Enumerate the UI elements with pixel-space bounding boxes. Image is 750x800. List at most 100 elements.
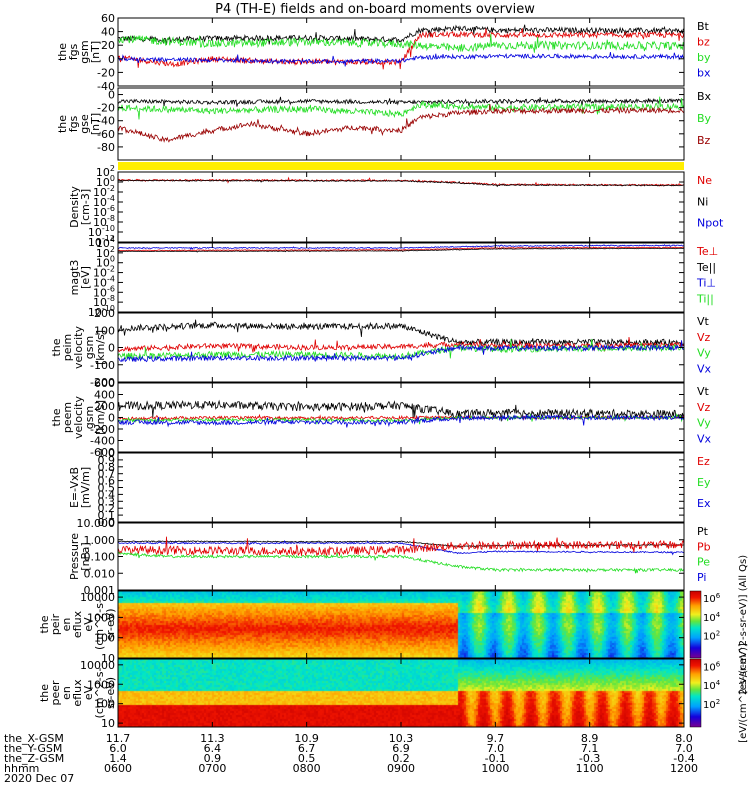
y-tick-label: 0.2 [98,502,116,515]
spectrogram-canvas [118,659,684,727]
legend-Vt: Vt [697,385,710,398]
quality-flag-bar [118,162,684,170]
panel-peem_velocity: -600-400-2000200400600thepeemvelocitygsm… [50,377,685,459]
series-line-Ne [117,176,685,187]
y-tick-label: -20 [97,102,115,115]
y-axis-label: [eV] [79,266,92,289]
axis-row-label: the_Y-GSM [4,742,62,755]
time-axis-value: 1000 [481,762,509,775]
legend-Npot: Npot [697,217,724,230]
colorbar-label: [eV/(cm^2-s-sr-eV)] [738,643,749,743]
y-axis-label: (cm^2-s- [93,668,106,719]
panel-pressure: 0.001 0.010 0.100 1.000 10.000 Pressure[nPa] [68,517,685,597]
y-tick-label: -40 [97,115,115,128]
time-axis-value: 6.4 [204,742,222,755]
y-axis-label: [km/s] [94,330,107,365]
time-axis-value: 1.4 [109,752,127,765]
legend-Ey: Ey [697,476,711,489]
series-line-Vx [117,414,685,428]
y-tick-label: 0 [108,89,115,102]
legend-Te⊥: Te⊥ [696,245,718,258]
y-tick-label: 0.010 [84,567,116,580]
time-axis-value: -0.1 [485,752,506,765]
colorbar-tick-label: 102 [703,698,720,711]
y-tick-label: 0.4 [98,488,116,501]
y-axis-label: the [56,43,69,61]
y-axis-label: eflux [71,610,84,638]
legend-Bz: Bz [697,134,711,147]
legend-Vt: Vt [697,315,710,328]
legend-Pe: Pe [697,556,710,569]
panel-density: 10-1210-1010-810-610-410-2100102Density[… [68,164,685,249]
time-axis-value: 9.7 [487,732,505,745]
y-tick-label: 10000 [80,659,115,672]
y-axis-label: (cm^2-s- [93,599,106,650]
y-tick-label: 100 [94,632,115,645]
y-axis-label: sr-eV) [104,677,117,709]
legend-Te||: Te|| [696,261,716,274]
y-axis-label: the [38,684,51,702]
y-axis-label: peir [49,613,62,635]
colorbar-tick-label: 104 [703,611,721,624]
series-line-by [117,33,685,53]
legend-Bt: Bt [697,20,710,33]
time-axis-value: 0700 [198,762,226,775]
y-axis-label: fgs [67,43,80,60]
axis-row-label: the_Z-GSM [4,752,64,765]
series-line-Vy [117,338,685,361]
y-tick-label: 1.0 [98,447,116,460]
y-axis-label: the [56,115,69,133]
y-tick-label: 0.7 [98,468,116,481]
page-title: P4 (TH-E) fields and on-board moments ov… [215,2,535,17]
legend-Ne: Ne [697,174,712,187]
legend-Vz: Vz [697,401,711,414]
colorbar [689,590,702,659]
time-axis-value: 0.9 [204,752,222,765]
y-tick-label: 100 [94,698,115,711]
y-tick-label: -100 [90,359,115,372]
series-line-Bx [117,96,685,107]
y-axis-label: velocity [72,396,85,439]
y-axis-label: peim [61,334,74,362]
y-tick-label: 0 [108,342,115,355]
time-axis-value: 8.0 [675,732,693,745]
y-tick-label: -20 [97,66,115,79]
y-axis-label: gse [78,114,91,134]
y-tick-label: 0.9 [98,454,116,467]
time-axis-value: 0.2 [392,752,410,765]
y-axis-label: [nPa] [79,542,92,570]
y-tick-label: 1000 [87,678,115,691]
y-tick-label: 0.100 [84,551,116,564]
spectrogram-image [118,591,684,658]
colorbar-label: [eV/(cm^2-s-sr-eV)] (All Qs) [738,555,749,694]
y-tick-label: 0 [108,53,115,66]
y-tick-label: -200 [90,376,115,389]
time-axis-value: 8.9 [581,732,599,745]
legend-bx: bx [697,67,711,80]
y-axis-label: [cm-3] [79,189,92,225]
panel-frame [117,242,685,313]
time-axis-value: 6.0 [109,742,127,755]
colorbar-tick-label: 106 [703,660,721,673]
series-line-Vx [117,340,685,363]
y-tick-label: -600 [90,446,115,459]
panel-frame [117,17,685,87]
y-axis-label: Density [68,186,81,228]
series-line-Pe [117,551,685,574]
y-axis-label: velocity [72,326,85,369]
legend-Pi: Pi [697,571,706,584]
legend-Pb: Pb [697,540,711,553]
y-axis-label: magt3 [68,260,81,296]
panel-peer_spectrogram: 102 104 106 [eV/(cm^2-s-sr-eV)] 10 100 1000 100… [38,643,749,743]
y-axis-label: the [50,408,63,426]
time-axis-value: 11.7 [106,732,131,745]
colorbar [689,658,702,728]
y-axis-label: E=-VxB [68,467,81,508]
y-tick-label: -200 [90,423,115,436]
series-line-bx [117,52,685,67]
series-line-Tepar [117,247,685,253]
y-axis-label: [mV/m] [79,467,92,508]
panel-frame [117,452,685,523]
